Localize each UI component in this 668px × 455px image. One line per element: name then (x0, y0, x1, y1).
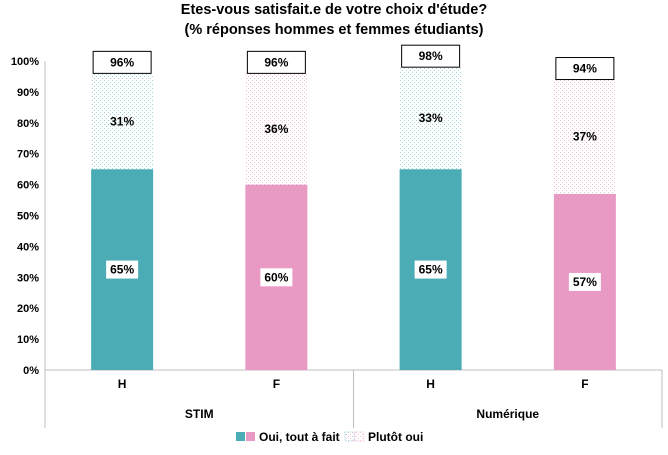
total-label-box (555, 57, 615, 81)
y-tick-label: 20% (17, 303, 39, 315)
oui-value-label: 57% (573, 275, 597, 289)
legend-label-oui: Oui, tout à fait (259, 430, 340, 444)
y-tick-label: 100% (11, 56, 39, 68)
oui-value-label: 65% (419, 263, 443, 277)
group-label: STIM (185, 407, 214, 421)
y-tick-label: 0% (23, 365, 39, 377)
oui-label-box (106, 260, 139, 279)
plutot-value-label: 36% (264, 122, 288, 136)
oui-value-label: 60% (264, 270, 288, 284)
category-label: F (581, 377, 588, 391)
total-label-box (401, 44, 461, 68)
total-label-box (246, 50, 306, 74)
legend-swatch-teal (236, 432, 245, 441)
total-value-label: 98% (419, 49, 443, 63)
y-tick-label: 70% (17, 149, 39, 161)
category-label: F (273, 377, 280, 391)
category-label: H (118, 377, 127, 391)
oui-label-box (260, 268, 293, 287)
category-label: H (426, 377, 435, 391)
bar-plutot-segment (91, 73, 154, 170)
bar-plutot-segment (553, 79, 616, 194)
plutot-value-label: 31% (110, 114, 134, 128)
y-tick-label: 90% (17, 87, 39, 99)
y-tick-label: 10% (17, 334, 39, 346)
y-tick-label: 50% (17, 211, 39, 223)
legend-swatch-pattern-pink (354, 431, 365, 442)
legend-swatch-pattern-teal (344, 431, 355, 442)
oui-value-label: 65% (110, 263, 134, 277)
y-tick-label: 60% (17, 180, 39, 192)
chart-labels: 65% 31% 96% 60% 36% 96% 65% 33% 98% 57% 37% 94% (92, 44, 615, 291)
total-value-label: 94% (573, 62, 597, 76)
oui-label-box (414, 260, 447, 279)
y-tick-label: 30% (17, 272, 39, 284)
total-value-label: 96% (110, 55, 134, 69)
total-label-box (92, 50, 152, 74)
chart-legend: Oui, tout à fait Plutôt oui (236, 430, 423, 444)
chart-bars (91, 67, 616, 370)
plutot-value-label: 33% (419, 111, 443, 125)
legend-label-plutot: Plutôt oui (368, 430, 423, 444)
y-tick-label: 40% (17, 241, 39, 253)
total-value-label: 96% (264, 55, 288, 69)
y-tick-label: 80% (17, 118, 39, 130)
oui-label-box (568, 272, 601, 291)
legend-swatch-pink (246, 432, 255, 441)
chart-title-line-2: (% réponses hommes et femmes étudiants) (184, 22, 484, 38)
bar-plutot-segment (245, 73, 308, 185)
chart-title-line-1: Etes-vous satisfait.e de votre choix d'é… (180, 2, 488, 18)
group-label: Numérique (476, 407, 539, 421)
bar-plutot-segment (399, 67, 462, 170)
plutot-value-label: 37% (573, 130, 597, 144)
